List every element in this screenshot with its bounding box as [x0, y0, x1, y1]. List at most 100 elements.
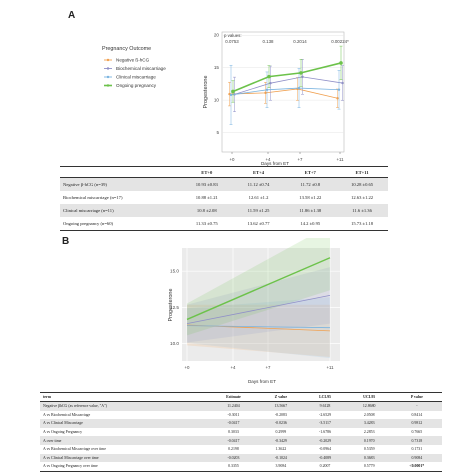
- table-row: A vs Clinical Miscarriage -0.0417 -0.0236-…: [40, 419, 442, 428]
- table-cell: 15.73 ±1.18: [336, 217, 388, 231]
- data-point: [337, 88, 341, 91]
- p-value-label: 0.00224*: [331, 39, 349, 44]
- table-row: Clinical miscarriage (n=11) 10.8 ±2.08 11.…: [60, 204, 388, 217]
- table-cell: 11.6 ±1.36: [336, 204, 388, 217]
- table-cell: -0.3429: [258, 436, 304, 445]
- panel-b-letter: B: [62, 236, 70, 247]
- trend-line: [186, 325, 331, 329]
- table-cell: 0.1731: [411, 447, 423, 452]
- table-row: A vs Ongoing Pregnancy over time 0.3355 3.…: [40, 462, 442, 472]
- table-cell: 0.7318: [391, 436, 442, 445]
- table-cell: 0.2007: [303, 462, 347, 472]
- table-cell: 13.58 ±1.22: [299, 195, 322, 200]
- legend-entry: Negative ß-hCG: [116, 58, 150, 63]
- chart-a-y-tick-label: 20: [214, 33, 220, 38]
- trend-line: [186, 257, 331, 321]
- chart-b-plot-area: [182, 248, 340, 361]
- column-header: UCL95: [346, 392, 392, 402]
- chart-b-y-axis-label: Progesterone: [168, 288, 174, 321]
- column-header: LCL95: [303, 392, 347, 402]
- p-values-label: p values:: [224, 33, 242, 38]
- column-header: [60, 166, 181, 178]
- table-cell: -0.0964: [319, 447, 332, 452]
- legend-entry: Biochemical miscarriage: [116, 66, 166, 71]
- data-point: [336, 97, 339, 100]
- chart-a-y-tick-label: 15: [214, 65, 220, 70]
- chart-a: Pregnancy Outcome Negative ß-hCG Biochemic…: [102, 31, 349, 166]
- chart-a-y-tick-label: 5: [216, 130, 219, 135]
- table-cell: -0.0417: [208, 419, 259, 428]
- data-point: [339, 61, 343, 65]
- data-point: [265, 88, 269, 91]
- legend-entry: Ongoing pregnancy: [116, 83, 157, 88]
- table-cell: 0.3683: [346, 453, 392, 463]
- chart-b-x-axis-label: Days from ET: [248, 379, 276, 384]
- table-b: term Estimate Z value LCL95 UCL95 P value Nega…: [40, 392, 442, 472]
- table-cell: 11.72 ±0.8: [284, 177, 337, 191]
- table-cell: 3.9084: [258, 462, 304, 472]
- table-cell: 0.2198: [228, 447, 239, 452]
- table-cell: 0.7665: [411, 430, 423, 435]
- table-cell: -0.3011: [227, 412, 240, 417]
- table-cell: 0.5359: [363, 447, 375, 452]
- table-cell: 0.1970: [346, 436, 392, 445]
- chart-b-y-tick-label: 10.0: [170, 341, 179, 346]
- table-header-row: ET+0 ET+4 ET+7 ET+11: [60, 166, 388, 178]
- table-cell: Negative βhCG (as reference value, "A"): [40, 401, 209, 411]
- panel-a-letter: A: [68, 10, 76, 21]
- table-row: Negative β-hCG (n=39) 10.93 ±0.83 11.12 ±0…: [60, 177, 388, 191]
- chart-b-y-tick-label: 12.5: [170, 305, 179, 310]
- chart-a-plot-area: [221, 31, 345, 153]
- table-cell: 11.33 ±0.75: [180, 217, 233, 231]
- table-cell: -0.0417: [208, 436, 259, 445]
- table-row: A vs Biochemical Miscarriage over time 0.…: [40, 445, 442, 454]
- table-row: Negative βhCG (as reference value, "A") 1…: [40, 401, 442, 411]
- chart-a-y-tick-label: 10: [214, 98, 220, 103]
- confidence-band: [187, 304, 330, 357]
- chart-a-x-axis-label: Days from ET: [261, 161, 289, 166]
- table-cell: Clinical miscarriage (n=11): [60, 204, 181, 217]
- series-line: [229, 88, 338, 99]
- trend-line: [186, 294, 331, 325]
- legend-entry: Clinical miscarriage: [116, 75, 156, 80]
- table-cell: A vs Clinical Miscarriage over time: [40, 453, 209, 463]
- table-cell: A vs Ongoing Pregnancy over time: [40, 462, 209, 472]
- column-header: P value: [391, 392, 442, 402]
- chart-a-x-tick-label: +11: [336, 157, 344, 162]
- table-cell: 0.9812: [391, 419, 442, 428]
- table-row: Ongoing pregnancy (n=60) 11.33 ±0.75 13.62…: [60, 217, 388, 231]
- p-value-label: 0.138: [263, 39, 275, 44]
- table-cell: A vs Biochemical Miscarriage: [43, 412, 91, 417]
- table-cell: -0.0203: [208, 453, 259, 463]
- legend-swatch-point: [106, 67, 110, 70]
- column-header: ET+7: [284, 166, 337, 178]
- chart-a-x-tick-label: +4: [265, 157, 271, 162]
- legend-swatch-point: [106, 75, 110, 79]
- table-row: A vs Ongoing Pregnancy 0.3033 0.2999 -1.678…: [40, 428, 442, 437]
- confidence-band: [187, 238, 330, 336]
- table-row: A over time -0.0417 -0.3429 -0.2029 0.1970 0.…: [40, 436, 442, 445]
- table-cell: 10.88 ±1.21: [195, 195, 218, 200]
- table-cell: A vs Clinical Miscarriage: [40, 419, 209, 428]
- table-a: ET+0 ET+4 ET+7 ET+11 Negative β-hCG (n=39) 10…: [60, 166, 388, 231]
- table-cell: 11.86 ±1.38: [284, 204, 337, 217]
- table-cell: 11.2404: [208, 401, 259, 411]
- table-header-row: term Estimate Z value LCL95 UCL95 P value: [40, 392, 442, 402]
- chart-b-x-tick-label: +11: [326, 365, 334, 370]
- series-line: [234, 76, 343, 95]
- table-cell: <0.0001*: [391, 462, 442, 472]
- chart-b-y-tick-label: 15.0: [170, 269, 179, 274]
- column-header: term: [40, 392, 209, 402]
- table-cell: 1.3622: [275, 447, 287, 452]
- table-cell: A vs Ongoing Pregnancy: [43, 430, 83, 435]
- table-cell: 14.2 ±0.95: [284, 217, 337, 231]
- table-row: A vs Clinical Miscarriage over time -0.02…: [40, 453, 442, 463]
- p-value-label: 0.2014: [293, 39, 307, 44]
- table-row: A vs Biochemical Miscarriage -0.3011 -0.20…: [40, 411, 442, 420]
- table-cell: 3.4283: [346, 419, 392, 428]
- column-header: ET+0: [180, 166, 233, 178]
- series-line: [230, 87, 340, 96]
- column-header: ET+4: [232, 166, 285, 178]
- table-cell: 0.5779: [346, 462, 392, 472]
- table-cell: 0.3033: [228, 430, 239, 435]
